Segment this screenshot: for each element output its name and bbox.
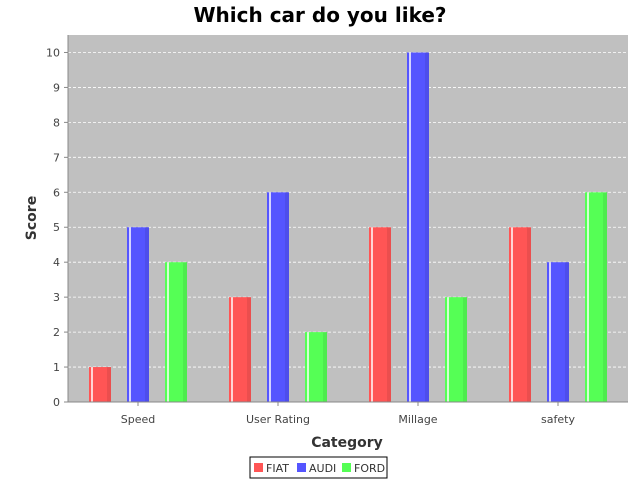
bar-highlight: [587, 192, 589, 402]
bar-ford-user-rating: [305, 332, 327, 402]
bar-fiat-millage: [369, 227, 391, 402]
y-axis-label: Score: [24, 196, 40, 240]
y-tick-label: 0: [53, 396, 60, 409]
legend-item-ford: FORD: [342, 462, 385, 475]
legend-swatch: [297, 463, 306, 472]
bar-fill: [547, 262, 569, 402]
x-tick-label: safety: [541, 413, 575, 426]
bars: [89, 52, 607, 402]
bar-shade: [387, 227, 391, 402]
bar-fiat-safety: [509, 227, 531, 402]
bar-fill: [165, 262, 187, 402]
x-axis-label: Category: [311, 435, 383, 451]
bar-highlight: [91, 367, 93, 402]
legend-label: FORD: [354, 462, 385, 475]
bar-shade: [107, 367, 111, 402]
bar-highlight: [167, 262, 169, 402]
y-tick-label: 5: [53, 221, 60, 234]
legend-label: FIAT: [266, 462, 289, 475]
bar-shade: [527, 227, 531, 402]
bar-fiat-user-rating: [229, 297, 251, 402]
y-tick-label: 8: [53, 116, 60, 129]
bar-highlight: [269, 192, 271, 402]
bar-fill: [369, 227, 391, 402]
legend-swatch: [342, 463, 351, 472]
legend-box: [249, 456, 388, 479]
x-tick-label: Millage: [398, 413, 437, 426]
bar-shade: [183, 262, 187, 402]
bar-audi-user-rating: [267, 192, 289, 402]
bar-shade: [603, 192, 607, 402]
bar-highlight: [409, 52, 411, 402]
bar-ford-speed: [165, 262, 187, 402]
bar-highlight: [511, 227, 513, 402]
y-tick-label: 4: [53, 256, 60, 269]
bar-fill: [445, 297, 467, 402]
x-tick-label: User Rating: [246, 413, 310, 426]
chart-title: Which car do you like?: [193, 3, 446, 27]
x-tick-labels: Speed User Rating Millage safety: [121, 402, 575, 426]
y-tick-label: 3: [53, 291, 60, 304]
bar-fill: [407, 52, 429, 402]
bar-ford-millage: [445, 297, 467, 402]
bar-fill: [585, 192, 607, 402]
bar-highlight: [447, 297, 449, 402]
x-tick-label: Speed: [121, 413, 155, 426]
legend: FIAT AUDI FORD: [249, 456, 388, 479]
bar-ford-safety: [585, 192, 607, 402]
bar-fiat-speed: [89, 367, 111, 402]
bar-highlight: [549, 262, 551, 402]
bar-audi-speed: [127, 227, 149, 402]
y-tick-label: 10: [46, 46, 60, 59]
y-tick-label: 7: [53, 151, 60, 164]
bar-highlight: [129, 227, 131, 402]
bar-audi-millage: [407, 52, 429, 402]
y-tick-label: 6: [53, 186, 60, 199]
legend-item-audi: AUDI: [297, 462, 336, 475]
bar-fill: [305, 332, 327, 402]
y-tick-label: 2: [53, 326, 60, 339]
bar-shade: [425, 52, 429, 402]
gridlines: [68, 52, 628, 368]
legend-swatch: [254, 463, 263, 472]
y-tick-label: 9: [53, 81, 60, 94]
bar-fill: [509, 227, 531, 402]
legend-label: AUDI: [309, 462, 336, 475]
bar-fill: [127, 227, 149, 402]
bar-highlight: [371, 227, 373, 402]
bar-highlight: [307, 332, 309, 402]
bar-shade: [285, 192, 289, 402]
y-tick-label: 1: [53, 361, 60, 374]
bar-highlight: [231, 297, 233, 402]
bar-shade: [247, 297, 251, 402]
y-tick-labels: 0 1 2 3 4 5 6 7 8 9 10: [46, 46, 68, 409]
bar-shade: [145, 227, 149, 402]
bar-fill: [89, 367, 111, 402]
bar-shade: [565, 262, 569, 402]
legend-item-fiat: FIAT: [254, 462, 289, 475]
bar-shade: [463, 297, 467, 402]
bar-fill: [267, 192, 289, 402]
bar-fill: [229, 297, 251, 402]
plot-area: [68, 35, 628, 402]
bar-shade: [323, 332, 327, 402]
bar-audi-safety: [547, 262, 569, 402]
